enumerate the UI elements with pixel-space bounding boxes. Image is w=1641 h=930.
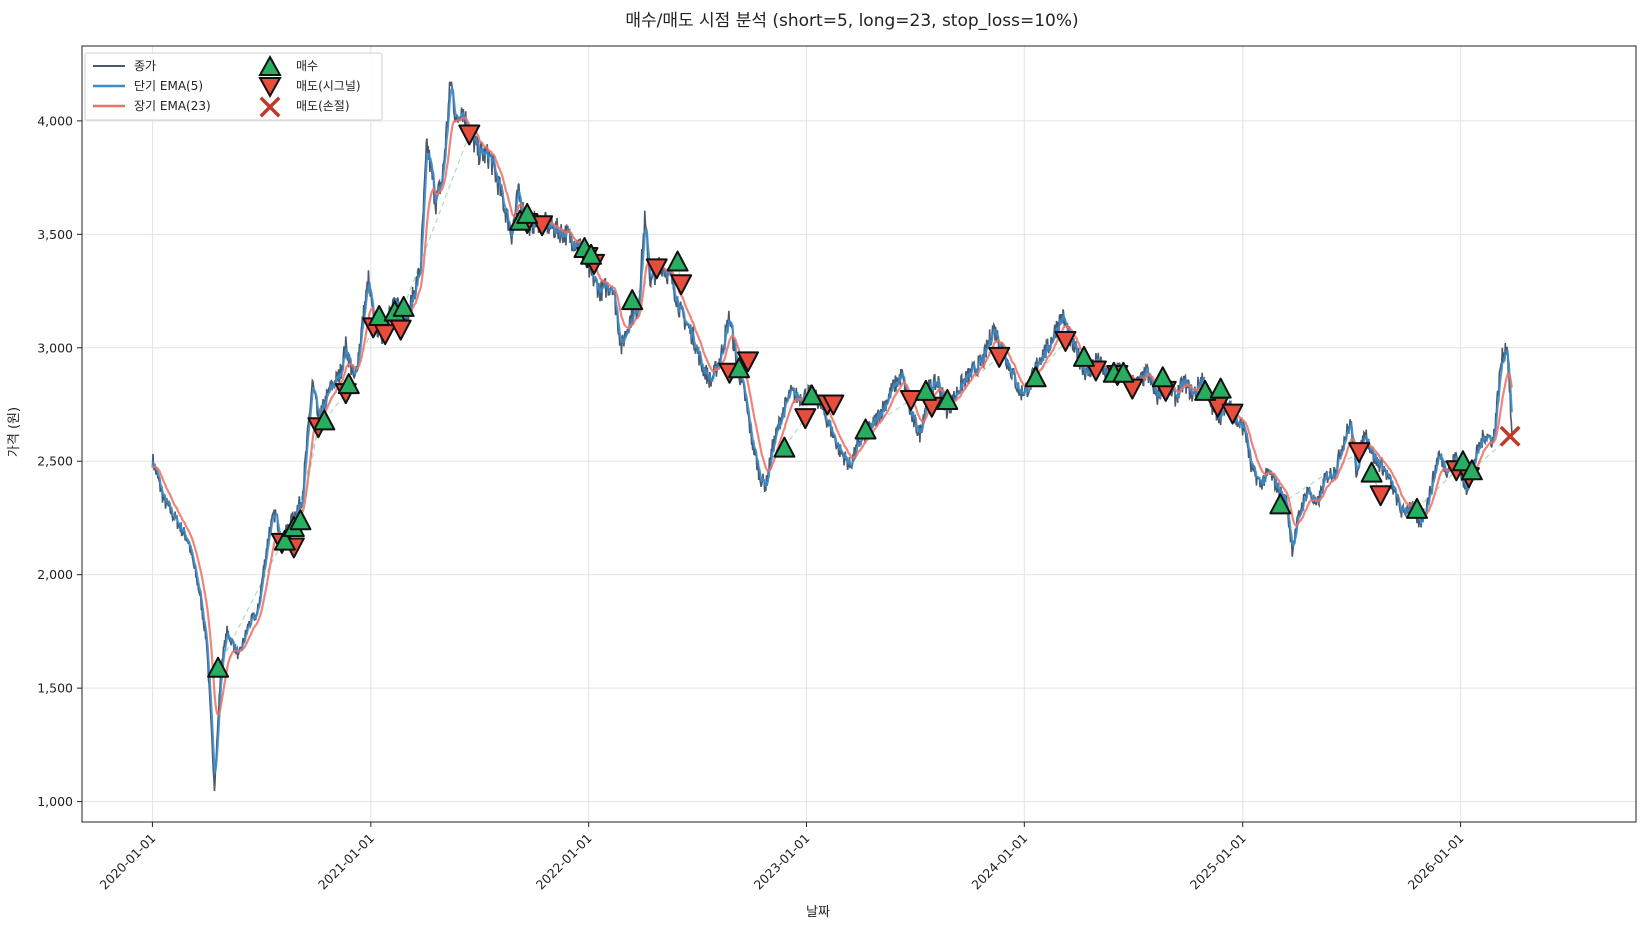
sell-signal-marker xyxy=(1221,403,1244,425)
buy-marker xyxy=(313,409,336,431)
y-tick-label: 4,000 xyxy=(37,113,73,128)
buy-marker xyxy=(800,384,823,406)
buy-marker xyxy=(580,243,603,265)
legend-sell-signal-label: 매도(시그널) xyxy=(296,79,361,93)
legend-buy-marker xyxy=(258,54,282,76)
sell-signal-marker xyxy=(822,394,845,416)
legend-box xyxy=(84,52,383,121)
y-axis-label: 가격 (원) xyxy=(7,407,22,457)
trade-link xyxy=(1279,451,1360,505)
legend-sell-stop-marker xyxy=(259,96,281,118)
buy-marker xyxy=(273,529,296,551)
buy-marker xyxy=(1405,497,1428,519)
buy-marker xyxy=(1451,450,1474,472)
legend-long-ema-label: 장기 EMA(23) xyxy=(134,99,211,113)
sell-signal-marker xyxy=(1054,330,1077,352)
buy-marker xyxy=(1112,361,1135,383)
buy-marker xyxy=(1194,379,1217,401)
y-tick-label: 2,000 xyxy=(37,567,73,582)
legend-sell-signal-marker xyxy=(258,77,282,99)
sell-signal-marker xyxy=(1369,485,1392,507)
sell-signal-marker xyxy=(645,258,668,280)
plot-frame xyxy=(81,45,1637,823)
buy-marker xyxy=(207,656,230,678)
buy-marker xyxy=(1024,366,1047,388)
trade-markers xyxy=(207,124,1521,678)
buy-marker xyxy=(289,509,312,531)
plot-area xyxy=(151,81,1521,792)
x-axis-label: 날짜 xyxy=(806,905,830,920)
legend-sell-stop-label: 매도(손절) xyxy=(296,99,350,113)
buy-marker xyxy=(936,388,959,410)
buy-marker xyxy=(914,379,937,401)
buy-marker xyxy=(773,436,796,458)
y-tick-label: 1,000 xyxy=(37,794,73,809)
buy-marker xyxy=(516,202,539,224)
sell-stop-marker xyxy=(1499,425,1521,447)
sell-signal-marker xyxy=(1348,442,1371,464)
buy-marker xyxy=(1360,461,1383,483)
sell-signal-marker xyxy=(988,346,1011,368)
y-tick-label: 3,000 xyxy=(37,340,73,355)
buy-marker xyxy=(1072,345,1095,367)
sell-signal-marker xyxy=(458,124,481,146)
legend: 종가 단기 EMA(5) 장기 EMA(23) 매수 매도(시그널) 매도(손절… xyxy=(84,52,383,121)
y-tick-label: 2,500 xyxy=(37,454,73,469)
buy-marker xyxy=(728,357,751,379)
sell-signal-marker xyxy=(670,274,693,296)
trade-link xyxy=(1035,340,1066,378)
buy-marker xyxy=(621,289,644,311)
buy-marker xyxy=(1269,493,1292,515)
sell-signal-marker xyxy=(794,408,817,430)
legend-short-ema-label: 단기 EMA(5) xyxy=(134,79,203,93)
y-tick-label: 1,500 xyxy=(37,681,73,696)
sell-signal-marker xyxy=(737,351,759,373)
y-tick-label: 3,500 xyxy=(37,227,73,242)
buy-marker xyxy=(337,373,360,395)
buy-marker xyxy=(854,418,877,440)
buy-marker xyxy=(392,295,415,317)
buy-marker xyxy=(1460,459,1483,481)
legend-close-label: 종가 xyxy=(134,59,156,73)
trade-link xyxy=(403,134,470,308)
buy-marker xyxy=(1209,377,1232,399)
chart-title: 매수/매도 시점 분석 (short=5, long=23, stop_loss… xyxy=(625,11,1078,31)
trade-link xyxy=(293,427,319,528)
buy-marker xyxy=(1151,366,1174,388)
legend-buy-label: 매수 xyxy=(296,59,318,73)
buy-marker xyxy=(666,250,689,272)
